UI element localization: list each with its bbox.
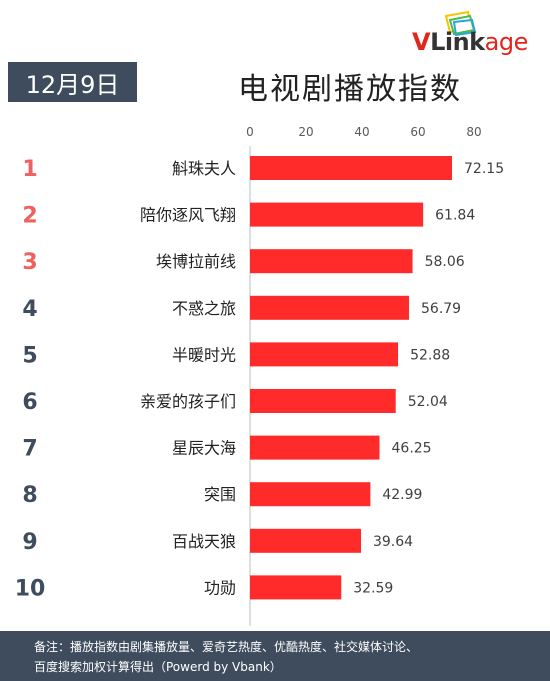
- x-tick-label-4: 80: [466, 125, 481, 139]
- bar-1: [250, 156, 453, 180]
- rank-label-8: 8: [22, 483, 37, 508]
- value-label-5: 52.88: [410, 347, 450, 363]
- category-label-8: 突围: [204, 485, 236, 504]
- category-label-9: 百战天狼: [172, 532, 236, 551]
- category-label-7: 星辰大海: [172, 439, 236, 458]
- rank-label-1: 1: [22, 157, 37, 182]
- rank-label-5: 5: [22, 343, 37, 368]
- rank-label-9: 9: [22, 530, 37, 555]
- value-label-10: 32.59: [353, 580, 393, 596]
- value-label-4: 56.79: [421, 301, 461, 317]
- category-label-3: 埃博拉前线: [156, 252, 236, 271]
- category-label-4: 不惑之旅: [172, 299, 236, 318]
- bar-3: [250, 249, 413, 274]
- footer-note-line-1: 备注：播放指数由剧集播放量、爱奇艺热度、优酷热度、社交媒体讨论、: [34, 640, 419, 654]
- rank-label-6: 6: [22, 390, 37, 415]
- x-tick-label-3: 60: [410, 125, 425, 139]
- category-label-5: 半暖时光: [172, 345, 236, 364]
- value-label-3: 58.06: [425, 254, 465, 270]
- value-label-8: 42.99: [382, 487, 422, 503]
- value-label-7: 46.25: [392, 441, 432, 457]
- page-title: 电视剧播放指数: [238, 72, 462, 107]
- rank-label-2: 2: [22, 204, 37, 229]
- value-label-1: 72.15: [464, 161, 504, 177]
- logo-frames-icon: [444, 10, 477, 36]
- category-label-1: 斛珠夫人: [172, 159, 236, 178]
- footer-note: 备注：播放指数由剧集播放量、爱奇艺热度、优酷热度、社交媒体讨论、 百度搜索加权计…: [0, 631, 550, 681]
- x-tick-label-2: 40: [354, 125, 369, 139]
- bar-7: [250, 435, 380, 460]
- bar-4: [250, 295, 410, 320]
- rank-label-7: 7: [22, 437, 37, 462]
- logo-age: age: [484, 28, 529, 56]
- category-label-2: 陪你逐风飞翔: [140, 206, 236, 225]
- bar-6: [250, 389, 396, 413]
- rank-label-4: 4: [22, 297, 37, 322]
- rank-label-3: 3: [22, 250, 37, 275]
- category-label-10: 功勋: [204, 578, 236, 597]
- bar-9: [250, 528, 361, 553]
- bar-5: [250, 342, 399, 367]
- rank-label-10: 10: [15, 576, 46, 601]
- category-label-6: 亲爱的孩子们: [140, 392, 236, 411]
- bar-8: [250, 482, 371, 507]
- date-badge: 12月9日: [8, 62, 137, 102]
- logo-wordmark: VLinkage: [412, 28, 528, 56]
- logo-v: V: [412, 28, 431, 56]
- footer-note-line-2: 百度搜索加权计算得出（Powerd by Vbank）: [34, 660, 282, 674]
- x-tick-label-1: 20: [298, 125, 313, 139]
- bar-2: [250, 202, 424, 227]
- value-label-9: 39.64: [373, 534, 413, 550]
- logo-link: Link: [430, 28, 485, 56]
- value-label-6: 52.04: [408, 394, 448, 410]
- ranking-bar-chart: 0 20 40 60 80 1 斛珠夫人 72.15 2 陪你逐风飞翔 61.84 3 埃博拉前线 58.…: [15, 125, 504, 626]
- value-label-2: 61.84: [435, 208, 475, 224]
- bar-10: [250, 575, 342, 600]
- vlinkage-logo: VLinkage: [404, 10, 544, 56]
- x-tick-label-0: 0: [246, 125, 254, 139]
